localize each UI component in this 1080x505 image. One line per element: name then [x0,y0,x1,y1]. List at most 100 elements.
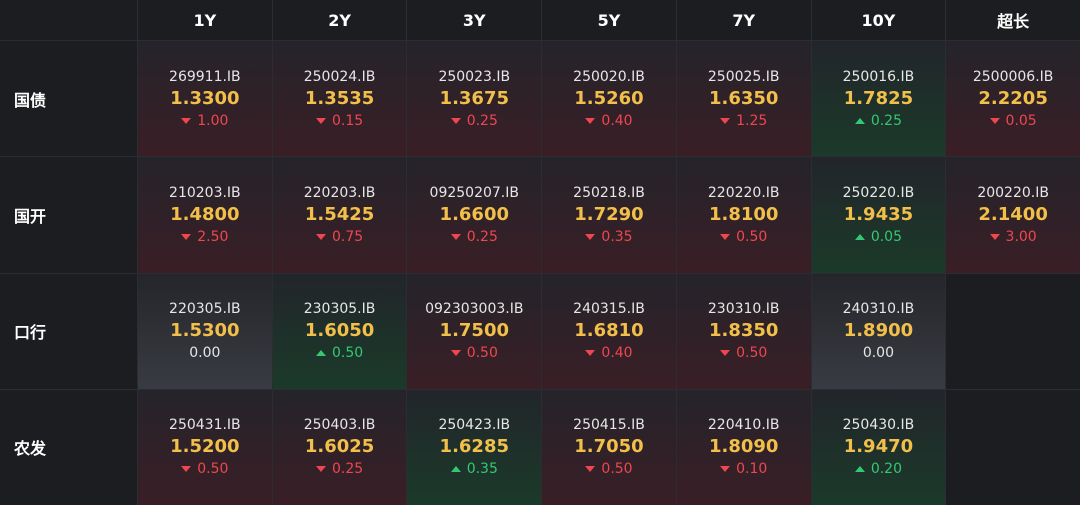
bond-code: 250431.IB [169,417,241,434]
quote-cell[interactable]: 09250207.IB 1.6600 0.25 [407,157,542,273]
change-value: 0.50 [601,461,633,478]
row-label: 国开 [0,157,137,273]
column-header-ultra-long[interactable]: 超长 [946,0,1080,40]
bond-code: 240315.IB [573,301,645,318]
quote-cell[interactable]: 230310.IB 1.8350 0.50 [676,273,811,389]
yield-price: 1.9435 [843,203,914,225]
yield-price: 1.7500 [439,320,510,342]
quote-cell[interactable]: 250220.IB 1.9435 0.05 [811,157,946,273]
bond-code: 220220.IB [707,184,780,201]
bond-code: 092303003.IB [425,301,524,318]
triangle-down-icon [585,233,596,240]
triangle-down-icon [450,117,461,124]
bond-code: 250023.IB [438,68,511,85]
quote-cell[interactable]: 2500006.IB 2.2205 0.05 [946,41,1080,157]
change-indicator: 0.35 [450,460,498,478]
yield-price: 1.5200 [170,436,240,458]
yield-price: 1.5300 [170,320,240,342]
change-indicator: 0.75 [315,228,364,246]
change-value: 1.25 [736,112,768,129]
change-indicator: 0.50 [585,460,633,478]
bond-code: 240310.IB [842,301,915,318]
quote-cell[interactable]: 250431.IB 1.5200 0.50 [138,389,272,505]
change-value: 0.10 [736,461,768,478]
quote-cell[interactable]: 220410.IB 1.8090 0.10 [676,389,811,505]
column-header-7y[interactable]: 7Y [676,0,811,40]
column-header-2y[interactable]: 2Y [272,0,407,40]
bond-code: 220410.IB [707,417,780,434]
quote-cell[interactable]: 250415.IB 1.7050 0.50 [542,389,676,505]
triangle-down-icon [720,350,731,357]
bond-code: 250024.IB [303,68,376,85]
bond-code: 250415.IB [573,417,645,434]
quote-cell[interactable]: 269911.IB 1.3300 1.00 [138,41,272,157]
change-indicator: 0.05 [989,112,1037,130]
quote-cell[interactable]: 220305.IB 1.5300 0.00 [138,273,272,389]
yield-price: 1.6600 [439,203,510,225]
triangle-down-icon [720,117,731,124]
quote-cell[interactable]: 240315.IB 1.6810 0.40 [542,273,676,389]
change-value: 0.20 [870,461,902,478]
yield-price: 1.8100 [708,203,779,225]
change-value: 0.25 [466,112,498,129]
triangle-up-icon [854,117,865,124]
change-indicator: 0.50 [181,460,228,478]
quote-cell[interactable]: 200220.IB 2.1400 3.00 [946,157,1080,273]
bond-code: 220305.IB [169,301,241,318]
yield-price: 1.5260 [574,87,644,109]
bond-code: 250016.IB [842,68,915,85]
triangle-down-icon [720,466,731,473]
quote-cell[interactable]: 220220.IB 1.8100 0.50 [676,157,811,273]
change-value: 0.25 [331,461,364,478]
bond-code: 2500006.IB [972,68,1054,85]
change-value: 3.00 [1005,228,1037,245]
quote-cell[interactable]: 250218.IB 1.7290 0.35 [542,157,676,273]
quote-cell[interactable]: 250016.IB 1.7825 0.25 [811,41,946,157]
yield-price: 1.4800 [170,203,240,225]
column-header-5y[interactable]: 5Y [542,0,676,40]
change-indicator: 0.25 [450,228,498,246]
yield-price: 1.6810 [574,320,644,342]
quote-cell[interactable]: 250025.IB 1.6350 1.25 [676,41,811,157]
quote-cell[interactable]: 250023.IB 1.3675 0.25 [407,41,542,157]
yield-price: 1.7825 [843,87,914,109]
quote-cell[interactable]: 250423.IB 1.6285 0.35 [407,389,542,505]
bond-code: 250403.IB [303,417,376,434]
change-value: 0.75 [331,228,364,245]
quote-cell[interactable]: 220203.IB 1.5425 0.75 [272,157,407,273]
triangle-down-icon [181,117,192,124]
quote-cell[interactable]: 250020.IB 1.5260 0.40 [542,41,676,157]
triangle-down-icon [585,466,596,473]
change-value: 0.50 [331,345,364,362]
quote-cell[interactable]: 092303003.IB 1.7500 0.50 [407,273,542,389]
change-indicator: 0.40 [585,344,633,362]
change-value: 2.50 [197,228,229,245]
yield-price: 2.1400 [978,203,1048,225]
yield-price: 1.8900 [843,320,914,342]
quote-cell[interactable]: 210203.IB 1.4800 2.50 [138,157,272,273]
row-label: 农发 [0,389,137,505]
column-header-10y[interactable]: 10Y [811,0,946,40]
quote-cell[interactable]: 230305.IB 1.6050 0.50 [272,273,407,389]
quote-cell[interactable]: 250430.IB 1.9470 0.20 [811,389,946,505]
bond-code: 269911.IB [169,68,241,85]
column-header-1y[interactable]: 1Y [138,0,272,40]
triangle-down-icon [315,466,326,473]
change-indicator: 0.50 [315,344,364,362]
yield-price: 1.3300 [170,87,240,109]
triangle-up-icon [315,350,326,357]
change-value: 0.00 [189,345,221,362]
quote-cell[interactable]: 250024.IB 1.3535 0.15 [272,41,407,157]
change-indicator: 0.00 [189,344,220,362]
quote-cell[interactable]: 250403.IB 1.6025 0.25 [272,389,407,505]
bond-code: 250218.IB [573,184,645,201]
change-indicator: 0.25 [450,112,498,130]
column-header-3y[interactable]: 3Y [407,0,542,40]
yield-price: 1.6050 [304,320,375,342]
yield-price: 2.2205 [978,87,1048,109]
change-value: 0.40 [601,112,633,129]
change-indicator: 0.50 [720,228,767,246]
quote-cell[interactable]: 240310.IB 1.8900 0.00 [811,273,946,389]
change-indicator: 0.20 [854,460,902,478]
